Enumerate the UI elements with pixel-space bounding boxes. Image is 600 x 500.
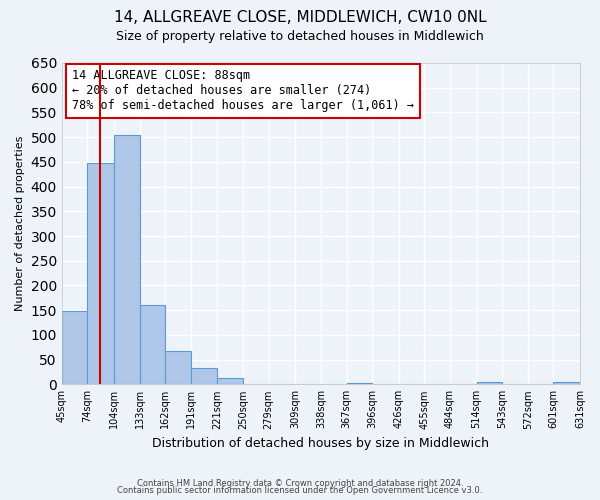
Bar	[140, 305, 165, 384]
Text: Size of property relative to detached houses in Middlewich: Size of property relative to detached ho…	[116, 30, 484, 43]
Bar	[553, 382, 580, 384]
X-axis label: Distribution of detached houses by size in Middlewich: Distribution of detached houses by size …	[152, 437, 490, 450]
Bar	[88, 163, 114, 384]
Bar	[191, 368, 217, 384]
Text: Contains public sector information licensed under the Open Government Licence v3: Contains public sector information licen…	[118, 486, 482, 495]
Bar	[62, 311, 88, 384]
Bar	[476, 382, 502, 384]
Bar	[165, 351, 191, 384]
Text: 14 ALLGREAVE CLOSE: 88sqm
← 20% of detached houses are smaller (274)
78% of semi: 14 ALLGREAVE CLOSE: 88sqm ← 20% of detac…	[72, 70, 414, 112]
Text: Contains HM Land Registry data © Crown copyright and database right 2024.: Contains HM Land Registry data © Crown c…	[137, 478, 463, 488]
Bar	[114, 134, 140, 384]
Bar	[217, 378, 243, 384]
Text: 14, ALLGREAVE CLOSE, MIDDLEWICH, CW10 0NL: 14, ALLGREAVE CLOSE, MIDDLEWICH, CW10 0N…	[113, 10, 487, 25]
Y-axis label: Number of detached properties: Number of detached properties	[15, 136, 25, 312]
